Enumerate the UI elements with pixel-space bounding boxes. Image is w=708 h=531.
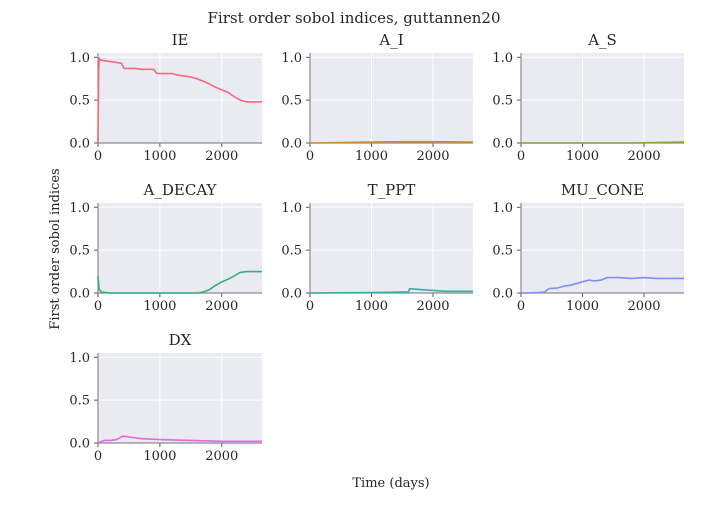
- series-line-a-s: [521, 141, 685, 144]
- x-tick-label: 2000: [416, 299, 449, 314]
- x-tick-label: 2000: [627, 149, 660, 164]
- y-tick-label: 0.0: [69, 137, 90, 152]
- y-tick-label: 0.5: [69, 94, 90, 109]
- series-line-a-i: [309, 140, 474, 144]
- series-line-dx: [97, 435, 262, 444]
- y-tick-label: 0.0: [492, 287, 513, 302]
- x-tick-label: 2000: [205, 149, 238, 164]
- x-tick-label: 0: [517, 149, 525, 164]
- x-tick-label: 1000: [566, 149, 599, 164]
- y-tick-label: 1.0: [69, 351, 90, 366]
- y-tick-label: 1.0: [492, 51, 513, 66]
- x-tick-label: 1000: [355, 149, 388, 164]
- plot-area: [310, 203, 473, 293]
- panel-title: A_I: [378, 31, 403, 49]
- y-tick-label: 0.5: [492, 94, 513, 109]
- y-tick-label: 0.0: [492, 137, 513, 152]
- panel-ie: 0 1000 2000 0.0 0.5 1.0 IE: [69, 31, 262, 164]
- y-tick-label: 1.0: [281, 51, 302, 66]
- x-tick-label: 0: [94, 299, 102, 314]
- x-tick-label: 0: [517, 299, 525, 314]
- panel-dx: 0 1000 2000 0.0 0.5 1.0 DX: [69, 331, 262, 464]
- x-tick-label: 1000: [566, 299, 599, 314]
- plot-area: [98, 353, 262, 443]
- x-tick-label: 0: [306, 299, 314, 314]
- panel-t-ppt: 0 1000 2000 0.0 0.5 1.0 T_PPT: [281, 181, 473, 314]
- y-tick-label: 0.0: [69, 287, 90, 302]
- series-line-a-decay: [97, 270, 262, 294]
- panels: 0 1000 2000 0.0 0.5 1.0 IE 0 1000 2000 0.0 0.5 1.0 A_…: [69, 31, 685, 464]
- y-tick-label: 1.0: [69, 201, 90, 216]
- panel-title: MU_CONE: [561, 181, 644, 199]
- y-axis-label: First order sobol indices: [48, 168, 63, 329]
- panel-title: T_PPT: [368, 181, 416, 199]
- chart-title: First order sobol indices, guttannen20: [208, 9, 501, 27]
- panel-title: DX: [169, 331, 192, 349]
- y-tick-label: 0.5: [492, 244, 513, 259]
- series-line-mu-cone: [521, 276, 684, 294]
- y-tick-label: 0.0: [69, 437, 90, 452]
- y-tick-label: 1.0: [492, 201, 513, 216]
- x-tick-label: 0: [306, 149, 314, 164]
- plot-area: [98, 203, 262, 293]
- y-tick-label: 0.5: [69, 394, 90, 409]
- y-tick-label: 1.0: [69, 51, 90, 66]
- y-tick-label: 0.0: [281, 137, 302, 152]
- x-tick-label: 1000: [143, 449, 176, 464]
- x-tick-label: 1000: [143, 299, 176, 314]
- x-tick-label: 2000: [205, 299, 238, 314]
- panel-mu-cone: 0 1000 2000 0.0 0.5 1.0 MU_CONE: [492, 181, 684, 314]
- x-tick-label: 0: [94, 449, 102, 464]
- y-tick-label: 1.0: [281, 201, 302, 216]
- x-tick-label: 2000: [627, 299, 660, 314]
- x-axis-label: Time (days): [352, 476, 429, 491]
- series-line-t-ppt: [309, 287, 473, 294]
- x-tick-label: 2000: [205, 449, 238, 464]
- panel-a-decay: 0 1000 2000 0.0 0.5 1.0 A_DECAY: [69, 181, 262, 314]
- y-tick-label: 0.5: [69, 244, 90, 259]
- y-tick-label: 0.0: [281, 287, 302, 302]
- x-tick-label: 1000: [355, 299, 388, 314]
- series-line-ie: [97, 57, 262, 144]
- x-tick-label: 0: [94, 149, 102, 164]
- panel-a-s: 0 1000 2000 0.0 0.5 1.0 A_S: [492, 31, 685, 164]
- y-tick-label: 0.5: [281, 94, 302, 109]
- y-tick-label: 0.5: [281, 244, 302, 259]
- panel-title: IE: [172, 31, 189, 49]
- plot-area: [521, 53, 684, 143]
- panel-title: A_S: [587, 31, 617, 49]
- plot-area: [310, 53, 473, 143]
- x-tick-label: 2000: [416, 149, 449, 164]
- x-tick-label: 1000: [143, 149, 176, 164]
- panel-title: A_DECAY: [143, 181, 218, 199]
- panel-a-i: 0 1000 2000 0.0 0.5 1.0 A_I: [281, 31, 474, 164]
